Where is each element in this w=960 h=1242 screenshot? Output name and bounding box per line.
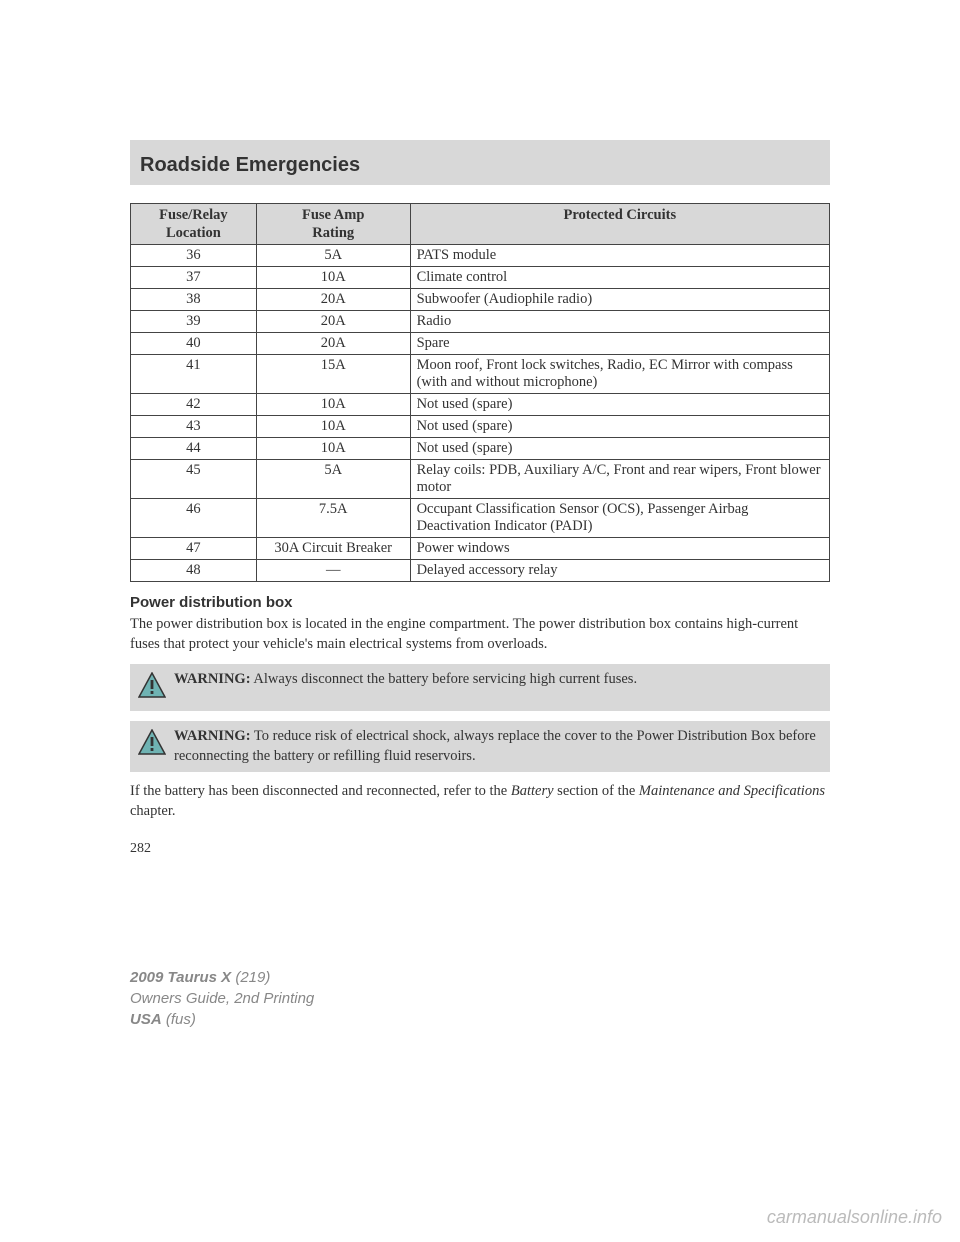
closing-paragraph: If the battery has been disconnected and…	[130, 782, 830, 821]
cell-location: 44	[131, 438, 257, 460]
cell-rating: 10A	[256, 394, 410, 416]
cell-location: 39	[131, 311, 257, 333]
cell-circuits: Spare	[410, 333, 829, 355]
warning-box-2: WARNING: To reduce risk of electrical sh…	[130, 721, 830, 772]
footer-line-1: 2009 Taurus X (219)	[130, 967, 830, 988]
cell-circuits: Not used (spare)	[410, 416, 829, 438]
cell-rating: 10A	[256, 267, 410, 289]
page-footer: 2009 Taurus X (219) Owners Guide, 2nd Pr…	[130, 967, 830, 1030]
table-row: 48—Delayed accessory relay	[131, 560, 830, 582]
warning-body: To reduce risk of electrical shock, alwa…	[174, 728, 816, 764]
cell-location: 38	[131, 289, 257, 311]
warning-label: WARNING:	[174, 671, 251, 687]
cell-rating: 20A	[256, 289, 410, 311]
fuse-table: Fuse/RelayLocation Fuse AmpRating Protec…	[130, 203, 830, 582]
table-row: 3820ASubwoofer (Audiophile radio)	[131, 289, 830, 311]
table-row: 4410ANot used (spare)	[131, 438, 830, 460]
cell-rating: 10A	[256, 416, 410, 438]
cell-circuits: Occupant Classification Sensor (OCS), Pa…	[410, 499, 829, 538]
cell-circuits: Climate control	[410, 267, 829, 289]
table-row: 4730A Circuit BreakerPower windows	[131, 538, 830, 560]
cell-location: 37	[131, 267, 257, 289]
footer-region-code: (fus)	[162, 1011, 196, 1028]
cell-rating: 20A	[256, 311, 410, 333]
warning-box-1: WARNING: Always disconnect the battery b…	[130, 664, 830, 711]
cell-rating: —	[256, 560, 410, 582]
watermark-text: carmanualsonline.info	[767, 1207, 942, 1228]
cell-location: 43	[131, 416, 257, 438]
cell-rating: 5A	[256, 460, 410, 499]
table-row: 3920ARadio	[131, 311, 830, 333]
cell-rating: 10A	[256, 438, 410, 460]
closing-tail: chapter.	[130, 803, 176, 819]
cell-location: 48	[131, 560, 257, 582]
manual-page: Roadside Emergencies Fuse/RelayLocation …	[0, 0, 960, 1090]
cell-rating: 7.5A	[256, 499, 410, 538]
page-number: 282	[130, 841, 830, 857]
cell-circuits: Power windows	[410, 538, 829, 560]
table-row: 467.5AOccupant Classification Sensor (OC…	[131, 499, 830, 538]
cell-circuits: Relay coils: PDB, Auxiliary A/C, Front a…	[410, 460, 829, 499]
warning-triangle-icon	[138, 729, 166, 762]
cell-circuits: Not used (spare)	[410, 394, 829, 416]
cell-rating: 15A	[256, 355, 410, 394]
col-header-location: Fuse/RelayLocation	[131, 204, 257, 245]
warning-text-2: WARNING: To reduce risk of electrical sh…	[174, 727, 822, 766]
warning-body: Always disconnect the battery before ser…	[251, 671, 638, 687]
table-row: 4020ASpare	[131, 333, 830, 355]
table-row: 4210ANot used (spare)	[131, 394, 830, 416]
cell-rating: 5A	[256, 245, 410, 267]
section-title: Roadside Emergencies	[140, 154, 820, 177]
fuse-table-body: 365APATS module3710AClimate control3820A…	[131, 245, 830, 582]
cell-location: 42	[131, 394, 257, 416]
col-header-circuits: Protected Circuits	[410, 204, 829, 245]
col-header-rating: Fuse AmpRating	[256, 204, 410, 245]
closing-lead: If the battery has been disconnected and…	[130, 783, 511, 799]
warning-text-1: WARNING: Always disconnect the battery b…	[174, 670, 822, 690]
footer-region: USA	[130, 1011, 162, 1028]
footer-model: 2009 Taurus X	[130, 969, 231, 986]
cell-circuits: PATS module	[410, 245, 829, 267]
cell-circuits: Not used (spare)	[410, 438, 829, 460]
closing-italic-1: Battery	[511, 783, 554, 799]
table-row: 365APATS module	[131, 245, 830, 267]
table-row: 3710AClimate control	[131, 267, 830, 289]
warning-label: WARNING:	[174, 728, 251, 744]
cell-location: 41	[131, 355, 257, 394]
footer-line-2: Owners Guide, 2nd Printing	[130, 988, 830, 1009]
cell-location: 46	[131, 499, 257, 538]
closing-italic-2: Maintenance and Specifications	[639, 783, 825, 799]
cell-circuits: Moon roof, Front lock switches, Radio, E…	[410, 355, 829, 394]
table-header-row: Fuse/RelayLocation Fuse AmpRating Protec…	[131, 204, 830, 245]
cell-circuits: Subwoofer (Audiophile radio)	[410, 289, 829, 311]
footer-line-3: USA (fus)	[130, 1009, 830, 1030]
cell-circuits: Radio	[410, 311, 829, 333]
table-row: 4310ANot used (spare)	[131, 416, 830, 438]
pdb-heading: Power distribution box	[130, 594, 830, 611]
cell-rating: 30A Circuit Breaker	[256, 538, 410, 560]
footer-code: (219)	[231, 969, 270, 986]
cell-location: 36	[131, 245, 257, 267]
cell-rating: 20A	[256, 333, 410, 355]
cell-location: 47	[131, 538, 257, 560]
cell-location: 40	[131, 333, 257, 355]
cell-circuits: Delayed accessory relay	[410, 560, 829, 582]
cell-location: 45	[131, 460, 257, 499]
table-row: 455ARelay coils: PDB, Auxiliary A/C, Fro…	[131, 460, 830, 499]
pdb-paragraph: The power distribution box is located in…	[130, 615, 830, 654]
closing-mid: section of the	[554, 783, 639, 799]
table-row: 4115AMoon roof, Front lock switches, Rad…	[131, 355, 830, 394]
section-header-band: Roadside Emergencies	[130, 140, 830, 185]
warning-triangle-icon	[138, 672, 166, 705]
